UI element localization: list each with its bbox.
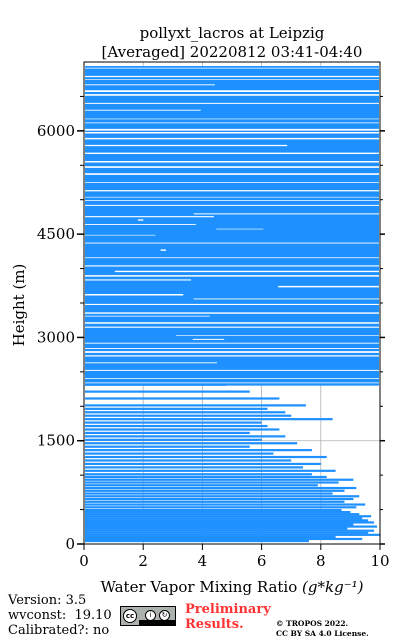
x-tick-label: 6 [257, 552, 267, 570]
profile-point [85, 411, 286, 414]
cc-icon: cc [123, 609, 137, 623]
profile-point [85, 531, 369, 534]
cc-license-badge: cc i ↻ [120, 606, 176, 626]
profile-point [85, 492, 333, 495]
x-tick-label: 8 [316, 552, 326, 570]
profile-point [85, 424, 268, 428]
profile-point [85, 527, 348, 530]
profile-point [85, 442, 298, 445]
profile-point [85, 495, 360, 498]
profile-point [85, 418, 333, 421]
data-layer [85, 66, 380, 543]
profile-point [85, 523, 354, 526]
y-tick-label: 0 [65, 535, 75, 553]
tick-layer: 0 2 4 6 8 10 0 1500 3000 4500 6000 [37, 95, 390, 570]
profile-point [85, 519, 369, 522]
y-tick-label: 3000 [37, 328, 75, 346]
profile-point [85, 537, 363, 541]
profile-point [85, 397, 280, 400]
profile-point [85, 533, 380, 536]
y-axis-label: Height (m) [10, 264, 28, 347]
calibrated-text: Calibrated?: no [8, 623, 110, 638]
profile-point [85, 383, 227, 386]
profile-point [85, 455, 327, 459]
profile-point [85, 452, 274, 455]
chart-title-line1: pollyxt_lacros at Leipzig [140, 24, 325, 42]
profile-point [85, 511, 351, 514]
profile-point [85, 503, 366, 506]
profile-point [85, 506, 357, 509]
y-tick-label: 6000 [37, 122, 75, 140]
profile-point [85, 525, 378, 528]
preliminary-line1: Preliminary [185, 602, 271, 617]
chart-title-line2: [Averaged] 20220812 03:41-04:40 [102, 43, 363, 61]
profile-point [85, 459, 292, 462]
profile-point [85, 484, 318, 487]
profile-point [85, 449, 312, 452]
profile-point [85, 390, 250, 393]
profile-point [85, 539, 309, 543]
profile-point [85, 475, 327, 479]
profile-point [85, 517, 363, 520]
profile-point [85, 431, 250, 435]
y-tick-label: 4500 [37, 225, 75, 243]
wvconst-text: wvconst: 19.10 [8, 608, 112, 623]
preliminary-line2: Results. [185, 617, 244, 632]
x-tick-label: 2 [138, 552, 148, 570]
profile-point [85, 407, 268, 410]
profile-point [85, 435, 286, 438]
profile-point [85, 473, 312, 476]
copyright-line1: © TROPOS 2022. [276, 619, 349, 628]
profile-point [85, 489, 345, 492]
profile-point [85, 404, 306, 407]
profile-point [85, 445, 250, 448]
y-tick-label: 1500 [37, 432, 75, 450]
profile-point [85, 421, 262, 424]
x-tick-label: 10 [370, 552, 389, 570]
saturated-profile-region [85, 66, 379, 386]
profile-point [85, 521, 375, 524]
wvmr-profile-chart: pollyxt_lacros at Leipzig [Averaged] 202… [10, 24, 390, 596]
x-axis-label-unit: (g*kg⁻¹) [302, 578, 364, 596]
profile-point [85, 529, 375, 532]
x-axis-label: Water Vapor Mixing Ratio (g*kg⁻¹) [101, 578, 364, 596]
preliminary-notice: Preliminary Results. [185, 602, 275, 632]
copyright-line2: CC BY SA 4.0 License. [276, 629, 369, 638]
profile-point [85, 469, 336, 472]
cc-badge-strip [139, 620, 175, 625]
profile-point [85, 497, 354, 501]
profile-point [85, 513, 360, 516]
profile-point [85, 508, 342, 512]
x-tick-label: 0 [79, 552, 89, 570]
profile-point [85, 478, 354, 481]
profile-point [85, 515, 372, 518]
profile-point [85, 438, 262, 441]
x-axis-label-text: Water Vapor Mixing Ratio [101, 578, 298, 596]
profile-point [85, 535, 336, 539]
profile-point [85, 481, 339, 484]
profile-point [85, 486, 357, 490]
profile-point [85, 500, 345, 503]
version-text: Version: 3.5 [8, 593, 87, 608]
profile-point [85, 462, 321, 466]
profile-point [85, 414, 292, 417]
profile-point [85, 428, 280, 431]
copyright-notice: © TROPOS 2022. CC BY SA 4.0 License. [276, 619, 396, 639]
profile-point [85, 466, 304, 469]
x-tick-label: 4 [198, 552, 208, 570]
